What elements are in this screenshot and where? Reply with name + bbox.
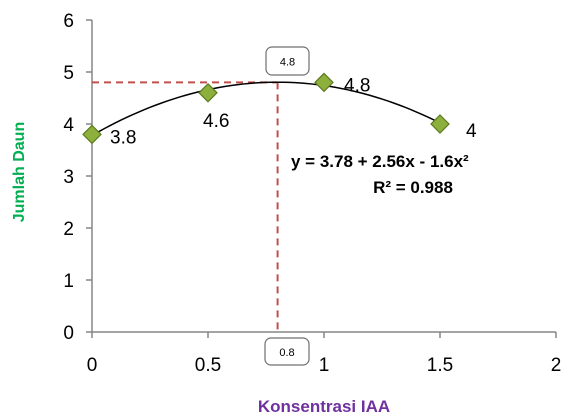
y-tick-label: 2 xyxy=(63,219,74,240)
svg-text:4.8: 4.8 xyxy=(280,57,295,69)
x-tick-label: 0 xyxy=(87,355,98,376)
x-optimum-callout: 0.8 xyxy=(264,337,310,366)
data-labels: 3.8 4.6 4.8 4 xyxy=(110,75,477,148)
svg-text:0.8: 0.8 xyxy=(279,347,294,359)
y-axis-title: Jumlah Daun xyxy=(11,122,28,222)
data-label: 3.8 xyxy=(110,127,136,148)
data-point-marker xyxy=(314,72,334,93)
x-tick-label: 0.5 xyxy=(195,355,221,376)
plot-area xyxy=(86,19,557,338)
y-tick-label: 6 xyxy=(63,11,74,32)
data-label: 4.6 xyxy=(203,111,229,132)
x-tick-label: 1.5 xyxy=(427,355,453,376)
trendline-equation: y = 3.78 + 2.56x - 1.6x² xyxy=(291,152,469,171)
trendline-curve xyxy=(91,81,441,137)
x-axis-title: Konsentrasi IAA xyxy=(258,397,390,416)
y-tick-label: 5 xyxy=(63,63,74,84)
x-tick-labels: 0 0.5 1 1.5 2 xyxy=(87,355,562,376)
data-points xyxy=(82,72,450,145)
y-tick-label: 4 xyxy=(63,115,74,136)
y-optimum-callout: 4.8 xyxy=(265,46,310,76)
x-tick-label: 1 xyxy=(319,355,330,376)
y-tick-label: 3 xyxy=(63,167,74,188)
y-tick-labels: 0 1 2 3 4 5 6 xyxy=(63,11,74,344)
data-point-marker xyxy=(430,114,450,134)
y-tick-label: 1 xyxy=(63,271,74,292)
r-squared-label: R² = 0.988 xyxy=(373,178,453,197)
data-point-marker xyxy=(82,124,102,145)
data-point-marker xyxy=(198,82,218,103)
data-label: 4.8 xyxy=(344,75,370,96)
data-label: 4 xyxy=(466,121,477,142)
y-tick-label: 0 xyxy=(63,323,74,344)
x-tick-label: 2 xyxy=(551,355,562,376)
